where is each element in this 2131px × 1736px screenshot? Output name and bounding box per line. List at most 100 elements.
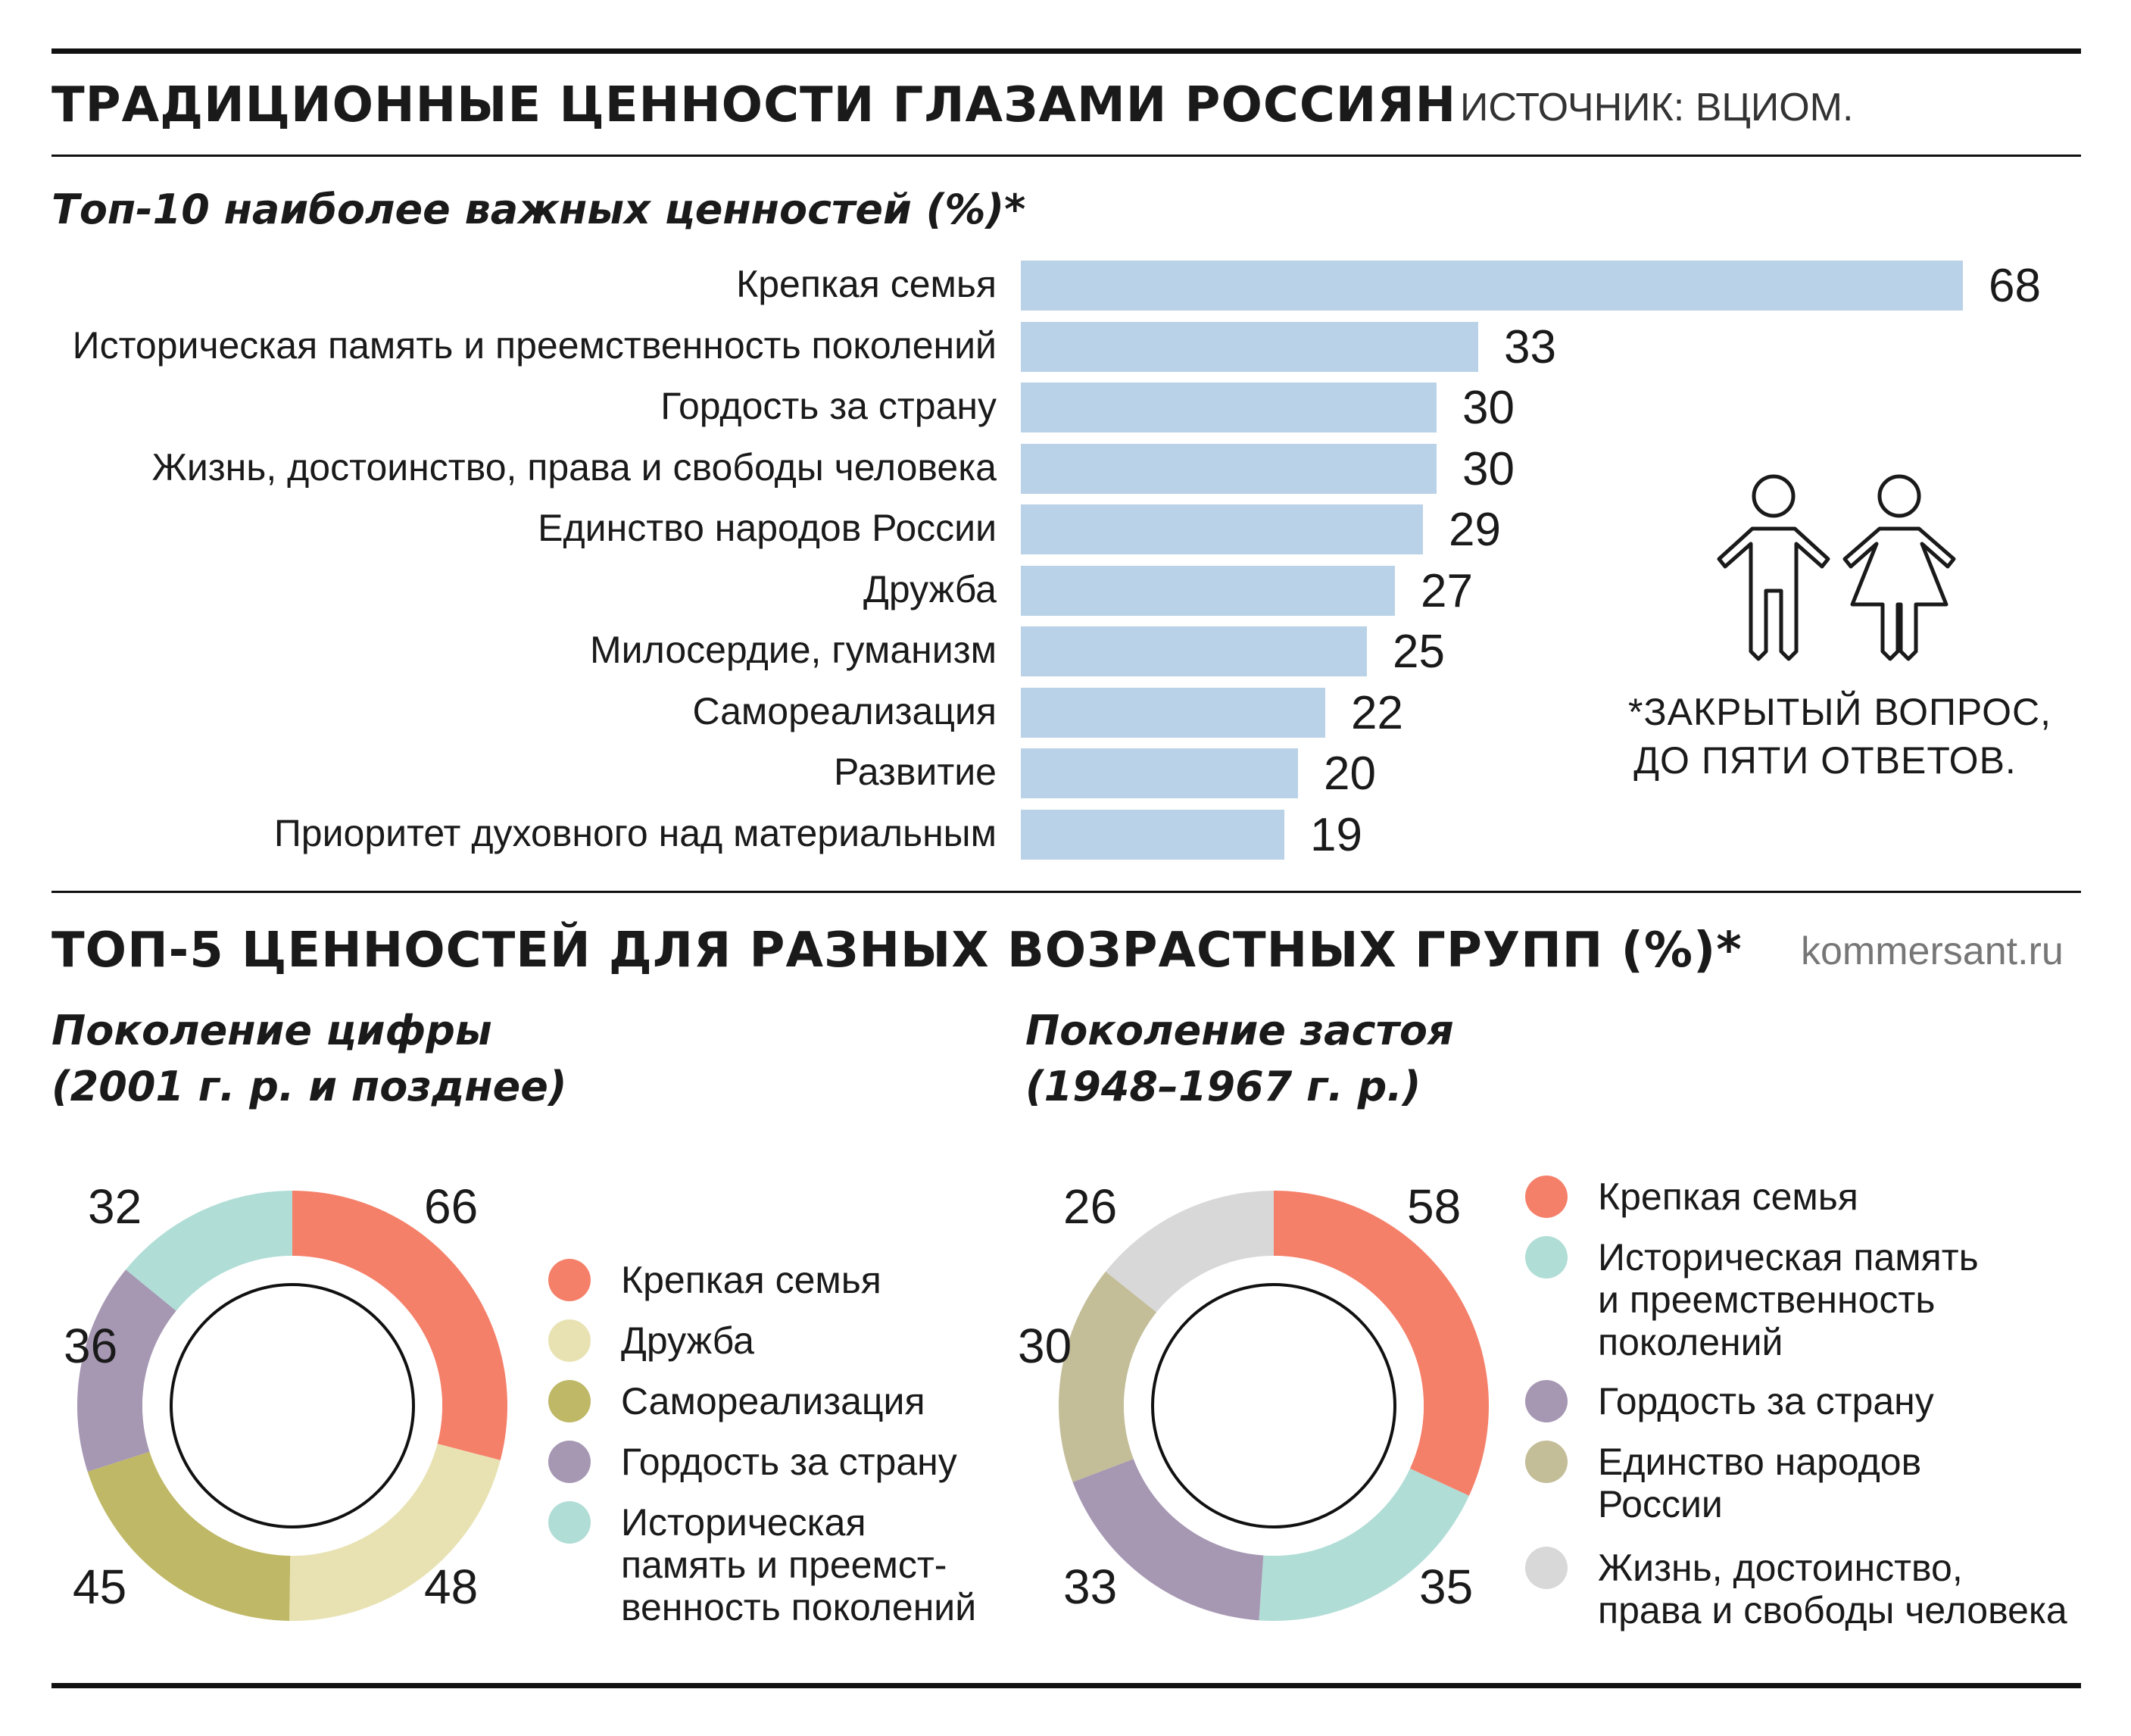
bar — [1021, 443, 1437, 494]
donut1-title-line1: Поколение цифры — [51, 1007, 492, 1054]
legend-item: Единство народов России — [1525, 1441, 1921, 1525]
donut-slice — [292, 1191, 507, 1460]
bar — [1021, 626, 1367, 676]
bar-chart-title: Топ-10 наиболее важных ценностей (%)* — [51, 186, 1026, 233]
top-rule — [51, 48, 2081, 54]
legend-item: Самореализация — [548, 1380, 925, 1422]
bar-value-label: 30 — [1462, 442, 1515, 495]
legend-label: Жизнь, достоинство, права и свободы чело… — [1598, 1547, 2067, 1631]
donut-slice — [77, 1269, 176, 1472]
legend-swatch — [548, 1441, 591, 1483]
donut1-title-line2: (2001 г. р. и позднее) — [51, 1063, 567, 1110]
bar — [1021, 504, 1423, 554]
bar-value-label: 33 — [1504, 320, 1556, 373]
donut2-title-line1: Поколение застоя — [1025, 1007, 1454, 1054]
bar — [1021, 565, 1395, 616]
donut-slice — [1072, 1459, 1264, 1621]
legend-item: Жизнь, достоинство, права и свободы чело… — [1525, 1547, 2067, 1631]
legend-label: Крепкая семья — [621, 1259, 881, 1301]
donut-slice — [1274, 1191, 1489, 1496]
bar-value-label: 68 — [1989, 260, 2041, 312]
legend-label: Гордость за страну — [1598, 1380, 1934, 1422]
donut1-title: Поколение цифры (2001 г. р. и позднее) — [51, 1003, 567, 1115]
bar-value-label: 27 — [1421, 564, 1473, 617]
bar-label: Крепкая семья — [736, 263, 997, 305]
bar-label: Гордость за страну — [660, 385, 997, 427]
bar — [1021, 261, 1963, 311]
legend-label: Историческая память и преемст- венность … — [621, 1501, 977, 1628]
bar — [1021, 321, 1478, 372]
legend-label: Единство народов России — [1598, 1441, 1922, 1525]
legend-swatch — [548, 1319, 591, 1362]
donut-value-label: 30 — [1018, 1319, 1072, 1373]
donut-hole — [142, 1256, 442, 1556]
donut-slice — [289, 1444, 501, 1621]
donut-slice — [126, 1191, 292, 1311]
donut-value-label: 66 — [424, 1179, 479, 1234]
bar — [1021, 809, 1284, 860]
legend-label: Крепкая семья — [1598, 1176, 1858, 1218]
legend-label: Гордость за страну — [621, 1441, 957, 1483]
source-note: ИСТОЧНИК: ВЦИОМ. — [1460, 86, 1854, 130]
title-rule — [51, 155, 2081, 157]
bar-value-label: 20 — [1324, 748, 1376, 800]
donut-center-ring — [1151, 1283, 1396, 1528]
boy-girl-icon — [1717, 474, 1956, 661]
donut-value-label: 33 — [1063, 1560, 1118, 1614]
bar-label: Развитие — [834, 751, 997, 793]
legend-swatch — [1525, 1236, 1568, 1279]
donut-value-label: 36 — [64, 1319, 118, 1373]
footnote-line-1: *ЗАКРЫТЫЙ ВОПРОС, — [1628, 691, 2052, 733]
footnote-line-2: ДО ПЯТИ ОТВЕТОВ. — [1633, 739, 2017, 782]
footnote: *ЗАКРЫТЫЙ ВОПРОС, ДО ПЯТИ ОТВЕТОВ. — [1628, 688, 2052, 785]
section-rule — [51, 891, 2081, 893]
bar-value-label: 30 — [1462, 382, 1515, 434]
donut2-title: Поколение застоя (1948–1967 г. р.) — [1025, 1003, 1454, 1115]
legend-item: Дружба — [548, 1319, 754, 1362]
bar-label: Жизнь, достоинство, права и свободы чело… — [151, 445, 997, 489]
bar-label: Приоритет духовного над материальным — [273, 811, 997, 854]
bottom-rule — [51, 1683, 2081, 1688]
bar — [1021, 748, 1298, 798]
bar-label: Единство народов России — [538, 507, 997, 549]
donut-value-label: 58 — [1407, 1179, 1462, 1234]
section-title: ТОП-5 ЦЕННОСТЕЙ ДЛЯ РАЗНЫХ ВОЗРАСТНЫХ ГР… — [51, 923, 1743, 979]
legend-item: Крепкая семья — [548, 1259, 881, 1301]
donut-value-label: 35 — [1419, 1560, 1474, 1614]
legend-swatch — [548, 1380, 591, 1422]
bar-value-label: 19 — [1310, 808, 1362, 861]
donut-slice — [1259, 1468, 1469, 1621]
page-title: ТРАДИЦИОННЫЕ ЦЕННОСТИ ГЛАЗАМИ РОССИЯН — [51, 77, 1457, 133]
bar-label: Историческая память и преемственность по… — [72, 323, 997, 367]
bar-value-label: 22 — [1351, 686, 1403, 739]
bar-label: Дружба — [863, 567, 997, 610]
donut-value-label: 48 — [424, 1560, 479, 1614]
donut-value-label: 26 — [1063, 1179, 1118, 1234]
legend-label: Дружба — [621, 1319, 754, 1362]
bar-label: Самореализация — [692, 689, 997, 732]
legend-item: Гордость за страну — [548, 1441, 957, 1483]
legend-label: Историческая память и преемственность по… — [1598, 1236, 1979, 1363]
donut-value-label: 45 — [73, 1560, 127, 1614]
legend-swatch — [1525, 1176, 1568, 1218]
bar-value-label: 25 — [1393, 626, 1445, 678]
donut-slice — [87, 1451, 291, 1621]
donut-hole — [1124, 1256, 1424, 1556]
donut-center-ring — [170, 1283, 415, 1528]
legend-swatch — [548, 1501, 591, 1544]
legend-item: Историческая память и преемственность по… — [1525, 1236, 1979, 1363]
legend-swatch — [548, 1259, 591, 1301]
bar-value-label: 29 — [1449, 504, 1501, 556]
legend-swatch — [1525, 1547, 1568, 1589]
donut-slice — [1059, 1271, 1157, 1482]
legend-item: Гордость за страну — [1525, 1380, 1934, 1422]
legend-item: Историческая память и преемст- венность … — [548, 1501, 976, 1628]
bar — [1021, 687, 1325, 738]
legend-swatch — [1525, 1441, 1568, 1483]
credit: kommersant.ru — [1801, 929, 2064, 973]
bar — [1021, 382, 1437, 432]
legend-swatch — [1525, 1380, 1568, 1422]
bar-label: Милосердие, гуманизм — [590, 629, 997, 671]
donut2-title-line2: (1948–1967 г. р.) — [1025, 1063, 1421, 1110]
